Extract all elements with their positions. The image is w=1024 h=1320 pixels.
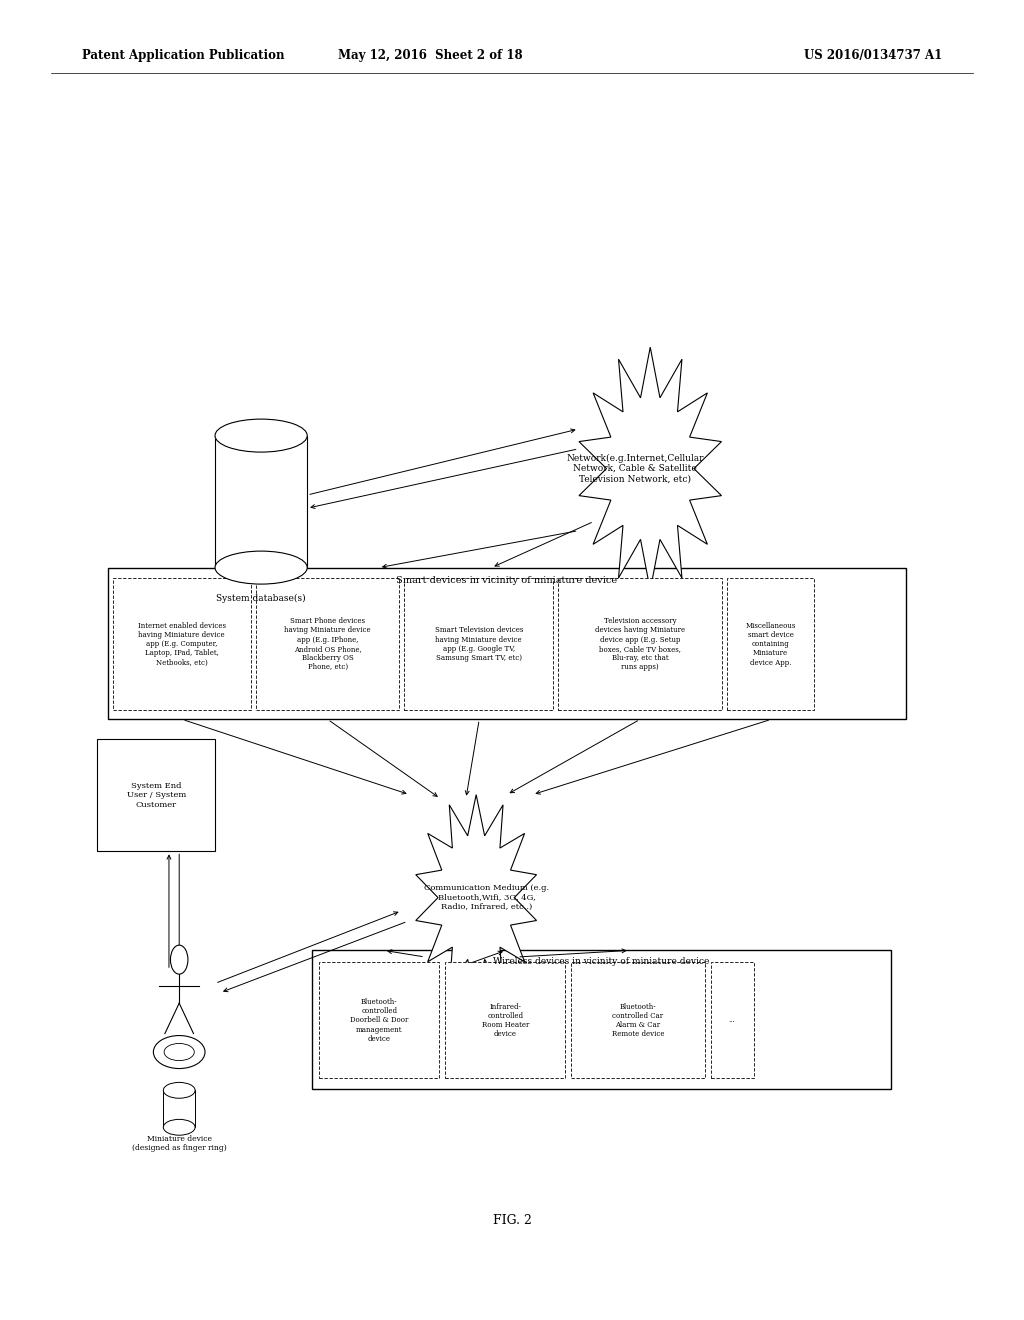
Bar	[727, 578, 814, 710]
Polygon shape	[579, 347, 722, 590]
Ellipse shape	[163, 1082, 196, 1098]
Bar	[97, 739, 215, 851]
Text: US 2016/0134737 A1: US 2016/0134737 A1	[804, 49, 942, 62]
Text: Internet enabled devices
having Miniature device
app (E.g. Computer,
Laptop, IPa: Internet enabled devices having Miniatur…	[138, 622, 225, 667]
Bar	[113, 578, 251, 710]
Text: Miniature device
(designed as finger ring): Miniature device (designed as finger rin…	[132, 1135, 226, 1152]
Bar	[558, 578, 722, 710]
Ellipse shape	[164, 1043, 195, 1061]
Bar	[256, 578, 399, 710]
Bar	[312, 950, 891, 1089]
Text: Smart Phone devices
having Miniature device
app (E.g. IPhone,
Android OS Phone,
: Smart Phone devices having Miniature dev…	[285, 618, 371, 671]
Bar	[215, 422, 307, 438]
Text: System database(s): System database(s)	[216, 594, 306, 603]
Polygon shape	[416, 795, 537, 1001]
Text: Communication Medium (e.g.
Bluetooth,Wifi, 3G, 4G,
Radio, Infrared, etc..): Communication Medium (e.g. Bluetooth,Wif…	[424, 884, 549, 911]
Text: Miscellaneous
smart device
containing
Miniature
device App.: Miscellaneous smart device containing Mi…	[745, 622, 796, 667]
Text: System End
User / System
Customer: System End User / System Customer	[127, 781, 185, 808]
Text: Bluetooth-
controlled
Doorbell & Door
management
device: Bluetooth- controlled Doorbell & Door ma…	[350, 998, 409, 1043]
Bar	[445, 962, 565, 1078]
Text: Network(e.g.Internet,Cellular
Network, Cable & Satellite
Television Network, etc: Network(e.g.Internet,Cellular Network, C…	[566, 454, 703, 483]
Ellipse shape	[170, 945, 188, 974]
Bar	[163, 1090, 196, 1127]
Text: Infrared-
controlled
Room Heater
device: Infrared- controlled Room Heater device	[481, 1003, 529, 1038]
Bar	[711, 962, 754, 1078]
Ellipse shape	[215, 418, 307, 451]
Text: FIG. 2: FIG. 2	[493, 1214, 531, 1228]
Bar	[215, 436, 307, 568]
Text: May 12, 2016  Sheet 2 of 18: May 12, 2016 Sheet 2 of 18	[338, 49, 522, 62]
Ellipse shape	[163, 1119, 196, 1135]
Ellipse shape	[215, 552, 307, 583]
Bar	[571, 962, 705, 1078]
Text: Smart Television devices
having Miniature device
app (E.g. Google TV,
Samsung Sm: Smart Television devices having Miniatur…	[434, 627, 523, 661]
Bar	[108, 568, 906, 719]
Bar	[404, 578, 553, 710]
Bar	[319, 962, 439, 1078]
Ellipse shape	[154, 1035, 205, 1069]
Text: Television accessory
devices having Miniature
device app (E.g. Setup
boxes, Cabl: Television accessory devices having Mini…	[595, 618, 685, 671]
Text: Wireless devices in vicinity of miniature device: Wireless devices in vicinity of miniatur…	[494, 957, 710, 966]
Text: Patent Application Publication: Patent Application Publication	[82, 49, 285, 62]
Text: Smart devices in vicinity of miniature device: Smart devices in vicinity of miniature d…	[396, 576, 617, 585]
Text: ...: ...	[729, 1016, 735, 1024]
Text: Bluetooth-
controlled Car
Alarm & Car
Remote device: Bluetooth- controlled Car Alarm & Car Re…	[611, 1003, 665, 1038]
